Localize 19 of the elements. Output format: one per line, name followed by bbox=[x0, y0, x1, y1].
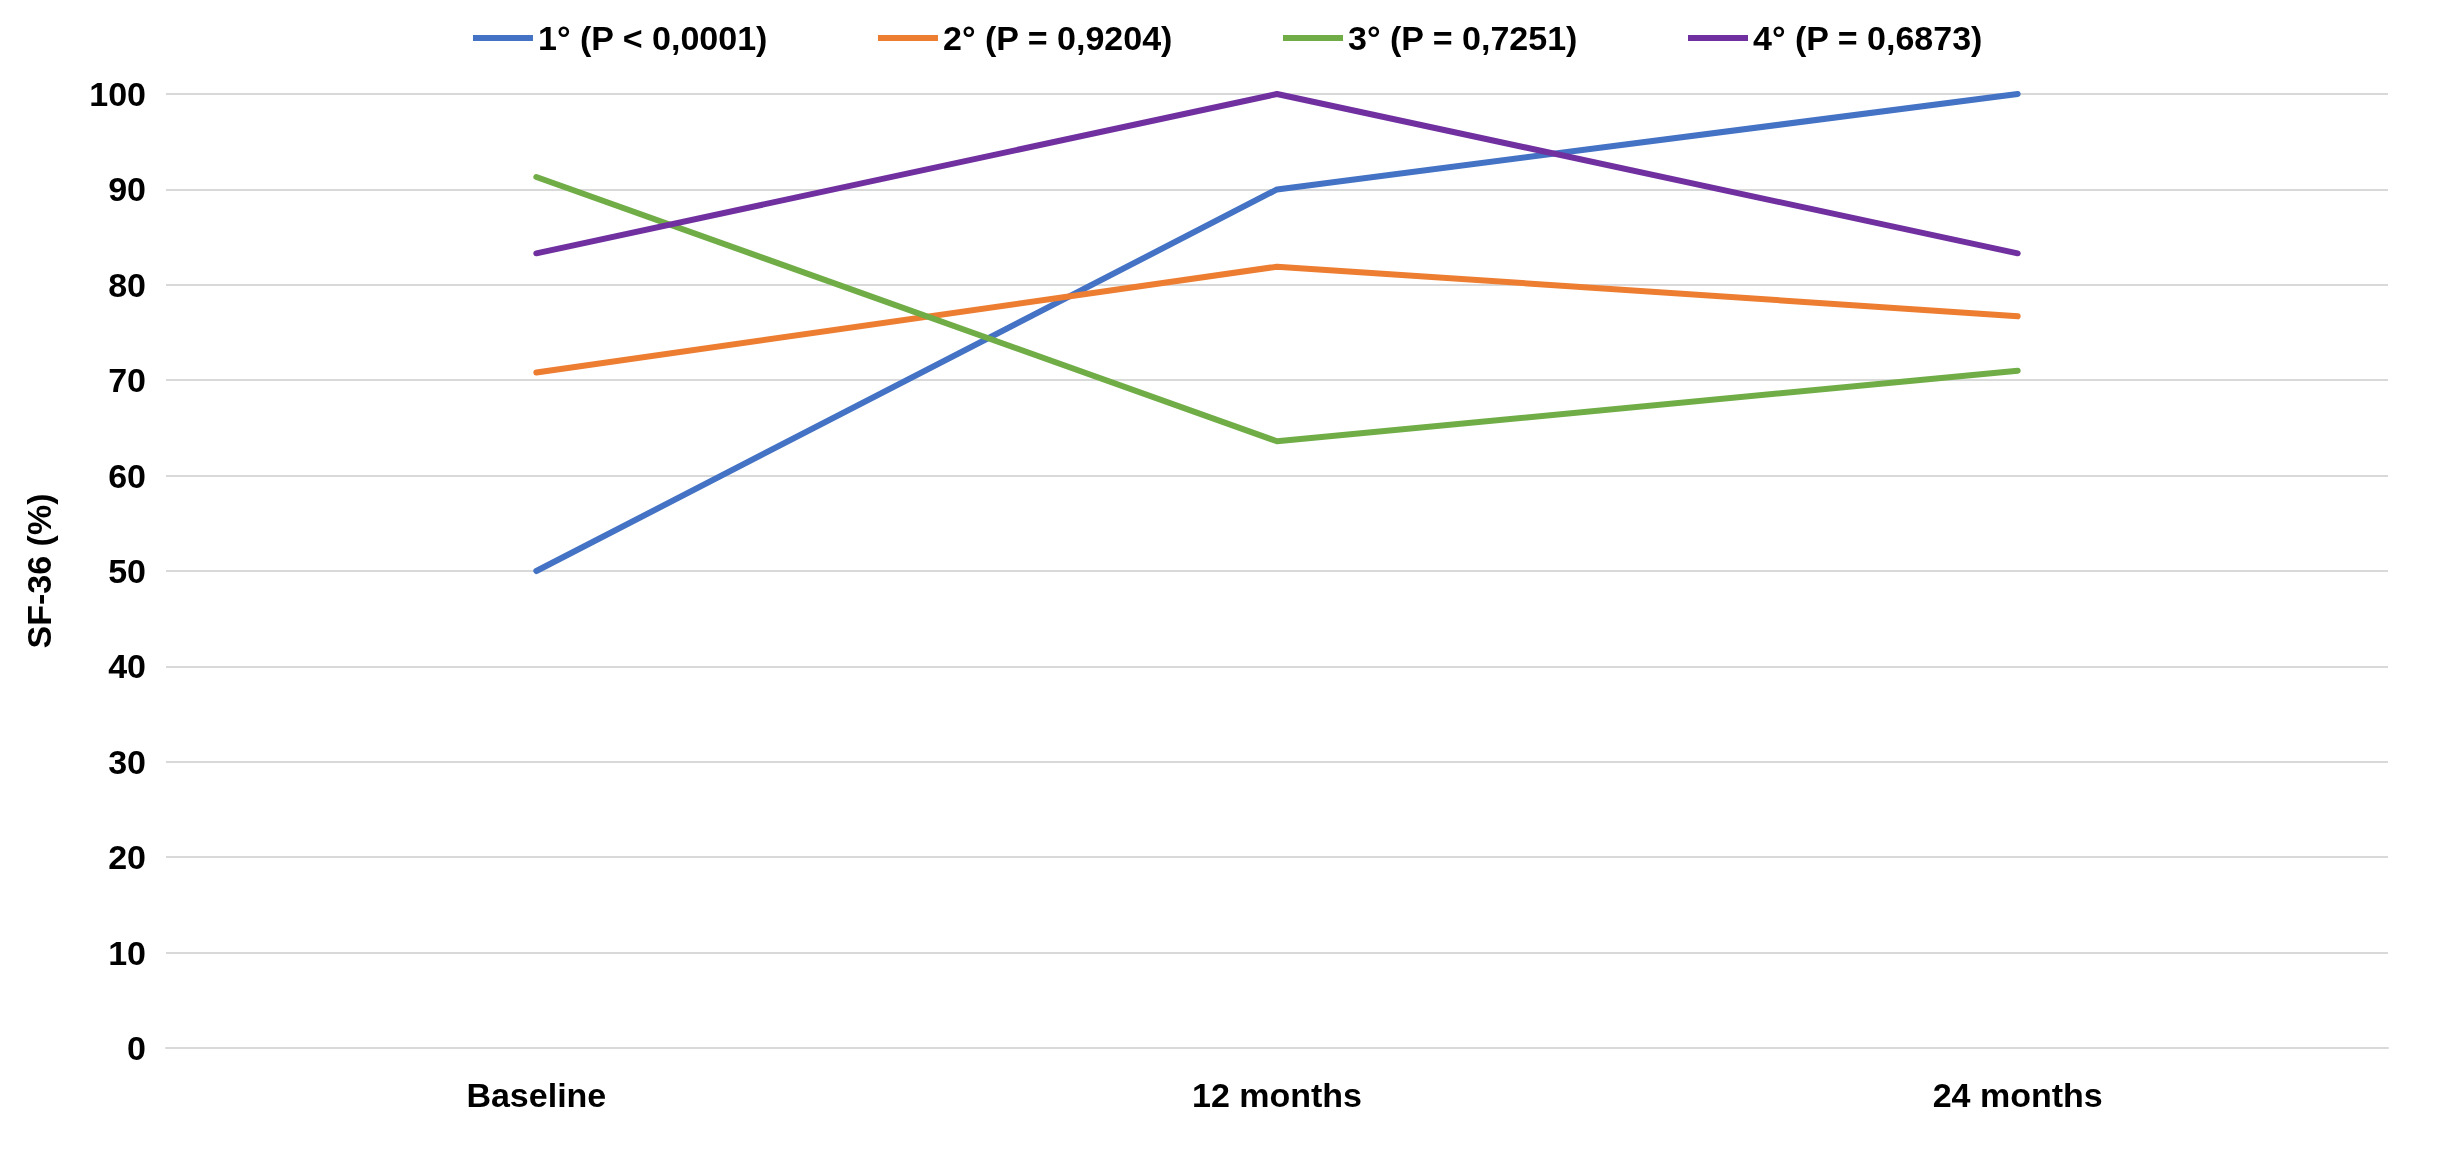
x-tick-label: Baseline bbox=[466, 1076, 607, 1114]
y-axis-title: SF-36 (%) bbox=[20, 493, 58, 649]
y-tick-label: 30 bbox=[108, 742, 146, 781]
y-tick-label: 10 bbox=[108, 933, 146, 972]
y-tick-label: 50 bbox=[108, 552, 146, 590]
legend-label: 3° (P = 0,7251) bbox=[1348, 19, 1578, 57]
legend-label: 1° (P < 0,0001) bbox=[537, 19, 768, 57]
y-tick-label: 60 bbox=[108, 456, 146, 495]
y-tick-label: 90 bbox=[108, 170, 146, 209]
x-tick-label: 24 months bbox=[1932, 1076, 2103, 1114]
legend-label: 4° (P = 0,6873) bbox=[1753, 19, 1983, 57]
y-tick-label: 20 bbox=[108, 838, 146, 877]
y-tick-label: 40 bbox=[108, 647, 146, 686]
y-tick-label: 0 bbox=[127, 1029, 146, 1067]
y-tick-label: 70 bbox=[108, 361, 146, 400]
y-tick-label: 80 bbox=[108, 265, 146, 304]
y-tick-label: 100 bbox=[89, 75, 146, 113]
legend-label: 2° (P = 0,9204) bbox=[942, 19, 1173, 57]
x-tick-label: 12 months bbox=[1191, 1076, 1363, 1114]
